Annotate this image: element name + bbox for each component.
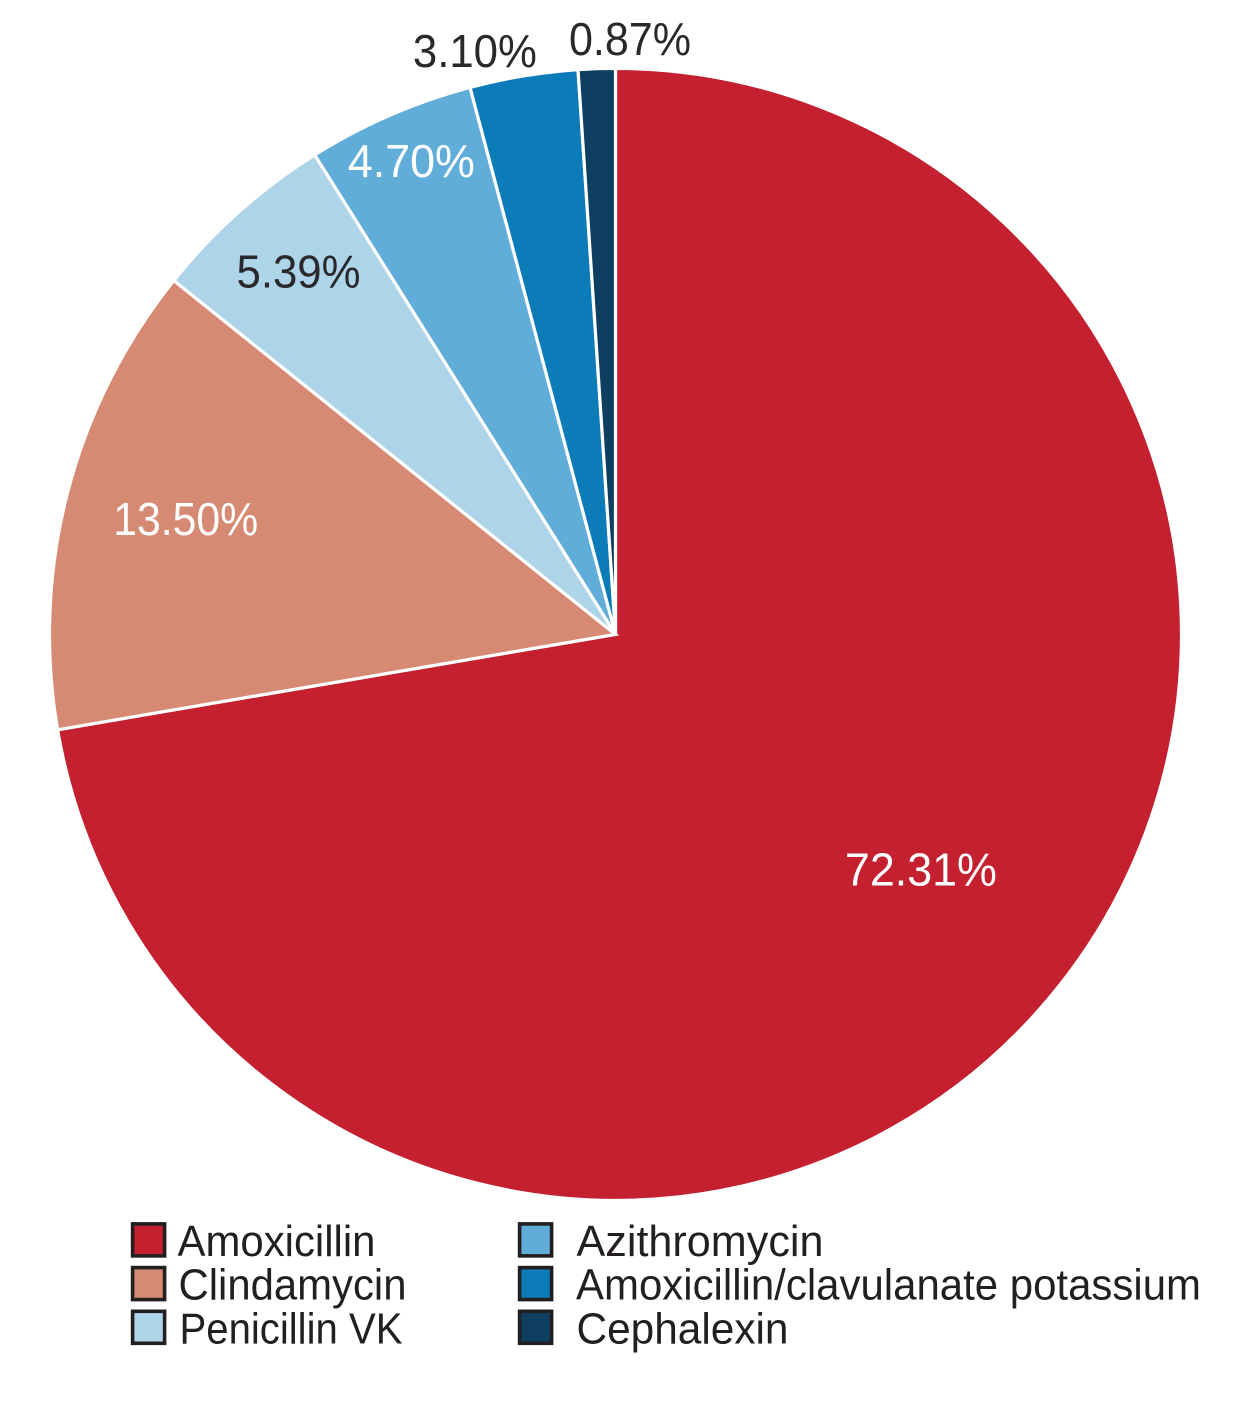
svg-text:72.31%: 72.31%: [845, 844, 997, 896]
svg-text:13.50%: 13.50%: [113, 493, 258, 545]
svg-text:0.87%: 0.87%: [569, 13, 691, 65]
svg-text:Cephalexin: Cephalexin: [577, 1305, 789, 1354]
svg-text:5.39%: 5.39%: [237, 246, 361, 298]
svg-text:Penicillin VK: Penicillin VK: [180, 1305, 403, 1354]
svg-text:Amoxicillin/clavulanate potass: Amoxicillin/clavulanate potassium: [576, 1261, 1201, 1310]
svg-text:Clindamycin: Clindamycin: [179, 1261, 407, 1310]
svg-text:4.70%: 4.70%: [348, 135, 475, 187]
svg-text:3.10%: 3.10%: [413, 25, 537, 77]
svg-text:Azithromycin: Azithromycin: [577, 1217, 824, 1266]
svg-text:Amoxicillin: Amoxicillin: [178, 1217, 376, 1266]
